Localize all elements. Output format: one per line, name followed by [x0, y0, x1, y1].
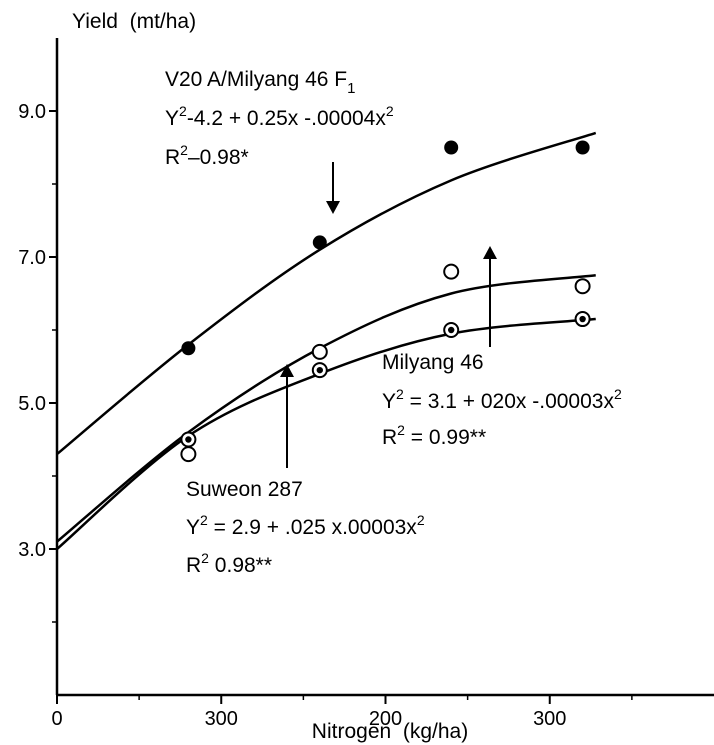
x-tick-label: 0	[51, 708, 62, 730]
v20-arrowhead	[326, 201, 340, 214]
data-points	[180, 140, 591, 463]
milyang-series-name: Milyang 46	[382, 351, 484, 374]
data-point-dot	[185, 436, 192, 443]
annotation-milyang: Milyang 46 Y2 = 3.1 + 020x -.00003x2 R2 …	[382, 351, 622, 449]
suweon-r-squared: R2 0.98**	[186, 550, 272, 577]
suweon-series-name: Suweon 287	[186, 478, 303, 501]
data-point-open	[311, 343, 328, 360]
data-point-open	[574, 278, 591, 295]
data-point-filled	[181, 341, 196, 356]
y-tick-label: 5.0	[18, 393, 46, 415]
x-tick-label: 300	[533, 708, 566, 730]
fit-curves	[56, 131, 597, 550]
data-point-dot	[448, 326, 455, 334]
milyang-r-squared: R2 = 0.99**	[382, 422, 486, 449]
x-tick-label: 200	[369, 708, 402, 730]
data-point-dot	[579, 315, 586, 323]
data-point-open	[443, 263, 460, 280]
y-tick-label: 9.0	[18, 101, 46, 123]
milyang-arrowhead	[483, 246, 497, 259]
data-point-open	[180, 446, 197, 463]
data-point-dot	[316, 366, 323, 374]
fit-curve	[56, 131, 597, 456]
v20-series-name: V20 A/Milyang 46 F1	[165, 68, 355, 97]
v20-r-squared: R2–0.98*	[165, 142, 249, 169]
pointer-arrows	[280, 162, 497, 468]
data-point-filled	[444, 140, 459, 155]
x-tick-label: 300	[205, 708, 238, 730]
suweon-equation: Y2 = 2.9 + .025 x.00003x2	[186, 512, 425, 539]
y-axis-label: Yield (mt/ha)	[72, 10, 196, 33]
milyang-equation: Y2 = 3.1 + 020x -.00003x2	[382, 386, 622, 413]
data-point-filled	[575, 140, 590, 155]
v20-equation: Y2-4.2 + 0.25x -.00004x2	[165, 103, 394, 130]
y-tick-label: 3.0	[18, 539, 46, 561]
data-point-filled	[312, 235, 327, 250]
axes: 3.0 5.0 7.0 9.0 0 300 200 300	[18, 38, 714, 730]
annotation-v20: V20 A/Milyang 46 F1 Y2-4.2 + 0.25x -.000…	[165, 68, 394, 169]
annotation-suweon: Suweon 287 Y2 = 2.9 + .025 x.00003x2 R2 …	[186, 478, 425, 577]
suweon-arrowhead	[280, 364, 294, 377]
x-axis-label: Nitrogen (kg/ha)	[312, 720, 468, 743]
y-tick-label: 7.0	[18, 247, 46, 269]
